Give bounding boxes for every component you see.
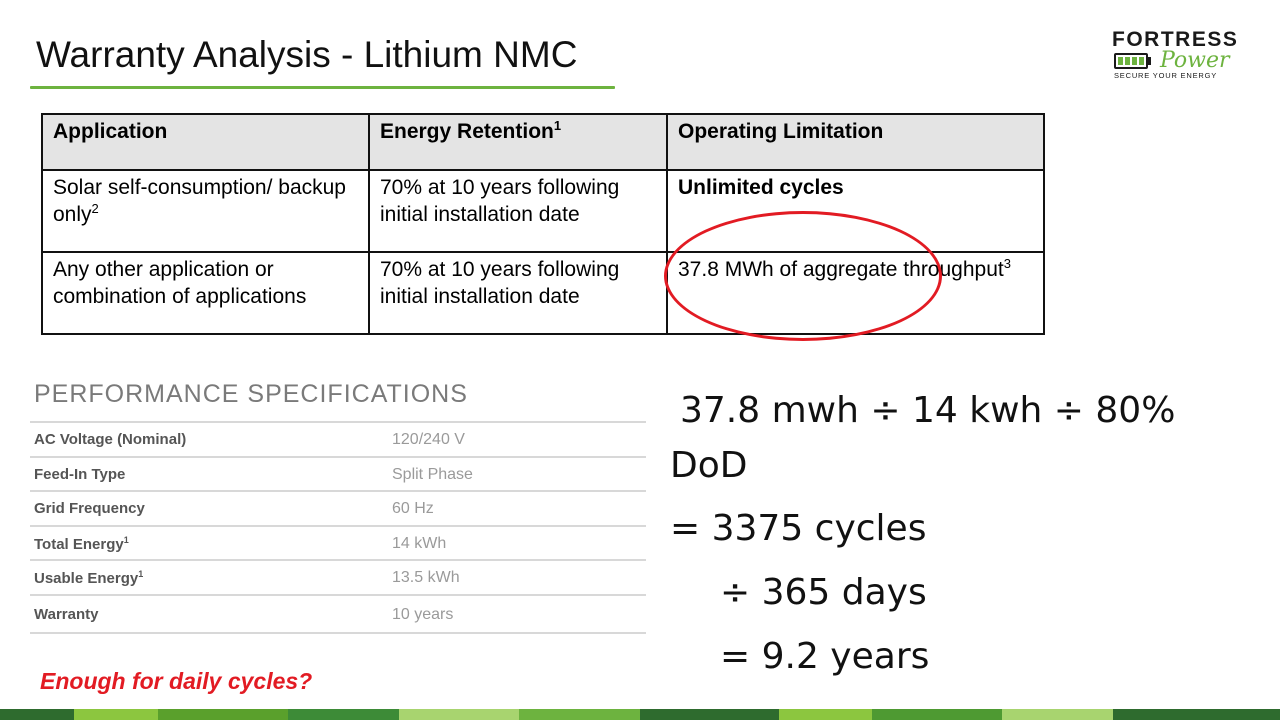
- performance-heading: PERFORMANCE SPECIFICATIONS: [34, 380, 468, 408]
- footer-color-strip: [0, 709, 1280, 720]
- fortress-power-logo: FORTRESS Power SECURE YOUR ENERGY: [1112, 28, 1258, 84]
- calculation-line: 37.8 mwh ÷ 14 kwh ÷ 80%: [680, 390, 1176, 431]
- spec-row: Usable Energy1 13.5 kWh: [30, 559, 646, 594]
- spec-value: 120/240 V: [392, 431, 465, 448]
- footer-segment: [157, 709, 288, 720]
- battery-tip: [1148, 57, 1151, 65]
- spec-row: Feed-In Type Split Phase: [30, 455, 646, 491]
- footer-segment: [779, 709, 872, 720]
- battery-icon: [1114, 53, 1148, 69]
- cell-application: Any other application or combination of …: [41, 251, 370, 335]
- footer-segment: [398, 709, 520, 720]
- spec-row: AC Voltage (Nominal) 120/240 V: [30, 421, 646, 456]
- table-header-row: Application Energy Retention1 Operating …: [41, 113, 1045, 171]
- footer-segment: [287, 709, 399, 720]
- spec-label: Grid Frequency: [34, 500, 145, 518]
- calculation-line: = 9.2 years: [720, 636, 930, 677]
- header-energy-retention: Energy Retention1: [368, 113, 668, 171]
- footer-segment: [74, 709, 158, 720]
- footer-segment: [871, 709, 1002, 720]
- spec-row: Grid Frequency 60 Hz: [30, 490, 646, 525]
- red-circle-annotation: [664, 211, 942, 341]
- header-operating-limitation: Operating Limitation: [666, 113, 1045, 171]
- footer-segment: [640, 709, 780, 720]
- spec-label: AC Voltage (Nominal): [34, 431, 187, 448]
- slide-title: Warranty Analysis - Lithium NMC: [36, 34, 578, 75]
- calculation-line: ÷ 365 days: [720, 572, 927, 613]
- calculation-line: DoD: [670, 445, 748, 486]
- spec-value: 10 years: [392, 605, 454, 623]
- spec-value: 14 kWh: [392, 534, 447, 552]
- spec-value: 13.5 kWh: [392, 569, 460, 587]
- spec-row: Total Energy1 14 kWh: [30, 524, 646, 560]
- header-application: Application: [41, 113, 370, 171]
- spec-label: Total Energy1: [34, 534, 129, 553]
- footer-segment: [1113, 709, 1280, 720]
- cell-retention: 70% at 10 years following initial instal…: [368, 251, 668, 335]
- cell-application: Solar self-consumption/ backup only2: [41, 169, 370, 253]
- footer-segment: [519, 709, 640, 720]
- spec-value: 60 Hz: [392, 500, 434, 518]
- logo-tagline: SECURE YOUR ENERGY: [1114, 71, 1218, 80]
- calculation-line: = 3375 cycles: [670, 508, 927, 549]
- question-callout: Enough for daily cycles?: [40, 668, 313, 694]
- footer-segment: [0, 709, 75, 720]
- spec-label: Usable Energy1: [34, 569, 144, 588]
- logo-script: Power: [1160, 48, 1230, 73]
- title-underline: [30, 86, 615, 89]
- cell-retention: 70% at 10 years following initial instal…: [368, 169, 668, 253]
- spec-label: Warranty: [34, 605, 99, 623]
- spec-row: Warranty 10 years: [30, 593, 646, 634]
- footer-segment: [1001, 709, 1114, 720]
- logo-wordmark: FORTRESS: [1112, 28, 1239, 51]
- spec-label: Feed-In Type: [34, 465, 126, 483]
- performance-spec-list: AC Voltage (Nominal) 120/240 V Feed-In T…: [30, 421, 646, 634]
- spec-value: Split Phase: [392, 465, 473, 483]
